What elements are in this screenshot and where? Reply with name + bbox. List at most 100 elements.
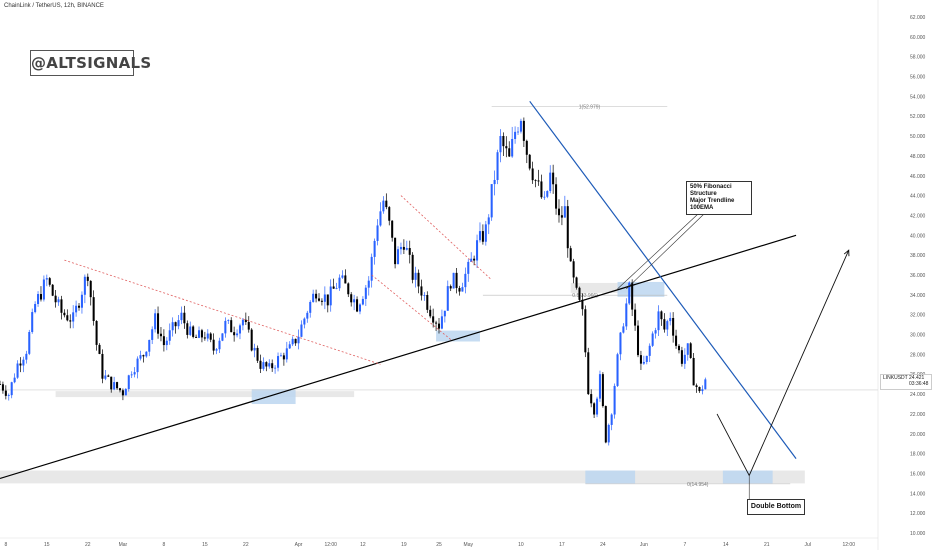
candle-body-234 [683, 354, 686, 364]
candle-132 [385, 193, 388, 210]
candle-173 [505, 136, 508, 158]
y-tick-5: 52.000 [910, 114, 926, 120]
candle-228 [666, 319, 669, 337]
candle-body-1 [1, 384, 4, 391]
candle-body-58 [168, 330, 171, 341]
candle-211 [616, 352, 619, 387]
candle-43 [124, 387, 127, 396]
x-tick-7: Apr [295, 542, 303, 548]
candle-body-90 [262, 362, 265, 369]
candle-71 [206, 329, 209, 342]
x-tick-11: 25 [436, 542, 442, 548]
candle-body-43 [124, 389, 127, 396]
candle-122 [356, 296, 359, 313]
candle-body-112 [326, 294, 329, 306]
candle-226 [660, 310, 663, 326]
candle-body-88 [256, 347, 259, 361]
candle-185 [540, 174, 543, 199]
candle-body-6 [16, 363, 19, 378]
candle-65 [189, 321, 192, 337]
candle-237 [692, 352, 695, 386]
candle-52 [151, 326, 154, 345]
candle-34 [98, 343, 101, 355]
zone-gray-5 [0, 470, 805, 484]
x-tick-14: 17 [559, 542, 565, 548]
fib-label-0: 1(52.979) [579, 104, 601, 110]
fib-levels-layer: 1(52.979) 0.5(33.966) 0(14.954) [0, 104, 878, 488]
candle-body-212 [619, 332, 622, 355]
x-tick-10: 19 [401, 542, 407, 548]
candle-body-71 [206, 333, 209, 339]
candle-234 [683, 348, 686, 369]
candle-82 [238, 323, 242, 340]
candle-203 [593, 402, 596, 418]
candle-115 [335, 282, 338, 290]
candle-body-150 [437, 323, 441, 329]
candle-body-224 [654, 330, 657, 334]
candle-182 [531, 161, 534, 184]
zone-gray-3 [570, 282, 636, 293]
candle-body-219 [639, 355, 642, 364]
candle-30 [86, 273, 89, 287]
candle-4 [10, 381, 13, 399]
candle-body-25 [72, 312, 75, 322]
candle-body-0 [0, 384, 2, 385]
x-tick-1: 15 [44, 542, 50, 548]
candle-94 [274, 365, 277, 374]
candle-143 [417, 269, 420, 294]
candle-body-85 [247, 322, 250, 330]
candle-74 [215, 348, 218, 355]
candle-body-217 [634, 309, 637, 326]
candle-body-87 [253, 347, 256, 351]
candle-body-169 [493, 179, 496, 185]
candle-body-148 [432, 316, 435, 323]
candle-206 [601, 372, 604, 408]
candle-179 [522, 117, 525, 147]
candle-197 [575, 276, 578, 290]
candle-133 [388, 206, 391, 226]
candle-body-27 [77, 305, 81, 308]
candle-body-122 [356, 299, 359, 312]
candle-body-73 [212, 339, 215, 351]
candle-body-131 [382, 200, 385, 212]
candle-61 [177, 315, 180, 330]
candle-body-72 [209, 333, 212, 340]
candle-body-232 [677, 345, 681, 351]
candle-0 [0, 380, 2, 386]
candle-body-123 [358, 304, 362, 312]
candle-body-185 [540, 181, 543, 198]
y-tick-11: 40.000 [910, 233, 926, 239]
candle-body-152 [443, 310, 446, 317]
candle-15 [42, 275, 45, 302]
zone-blue-6 [585, 470, 636, 484]
candle-140 [408, 240, 411, 264]
candle-body-198 [578, 287, 581, 300]
candle-body-133 [388, 207, 391, 221]
zone-gray-0 [55, 391, 355, 398]
y-tick-19: 24.000 [910, 392, 926, 398]
trendline-channel-upper [400, 195, 492, 281]
candle-body-91 [265, 362, 268, 367]
candle-body-156 [455, 272, 458, 289]
candle-240 [701, 385, 704, 395]
candle-164 [478, 222, 481, 243]
candle-98 [285, 341, 288, 363]
candle-body-225 [657, 311, 660, 331]
candle-body-13 [37, 294, 40, 305]
candle-66 [192, 325, 195, 339]
candle-64 [186, 320, 189, 339]
x-tick-5: 15 [202, 542, 208, 548]
candle-126 [367, 276, 370, 296]
candle-107 [312, 289, 315, 303]
candle-8 [22, 356, 25, 373]
candle-114 [332, 278, 335, 289]
candle-body-210 [613, 385, 616, 415]
candle-body-83 [241, 319, 244, 326]
candle-body-203 [593, 403, 596, 415]
candle-89 [259, 354, 262, 374]
x-tick-4: 8 [163, 542, 166, 548]
candle-body-193 [563, 206, 566, 218]
